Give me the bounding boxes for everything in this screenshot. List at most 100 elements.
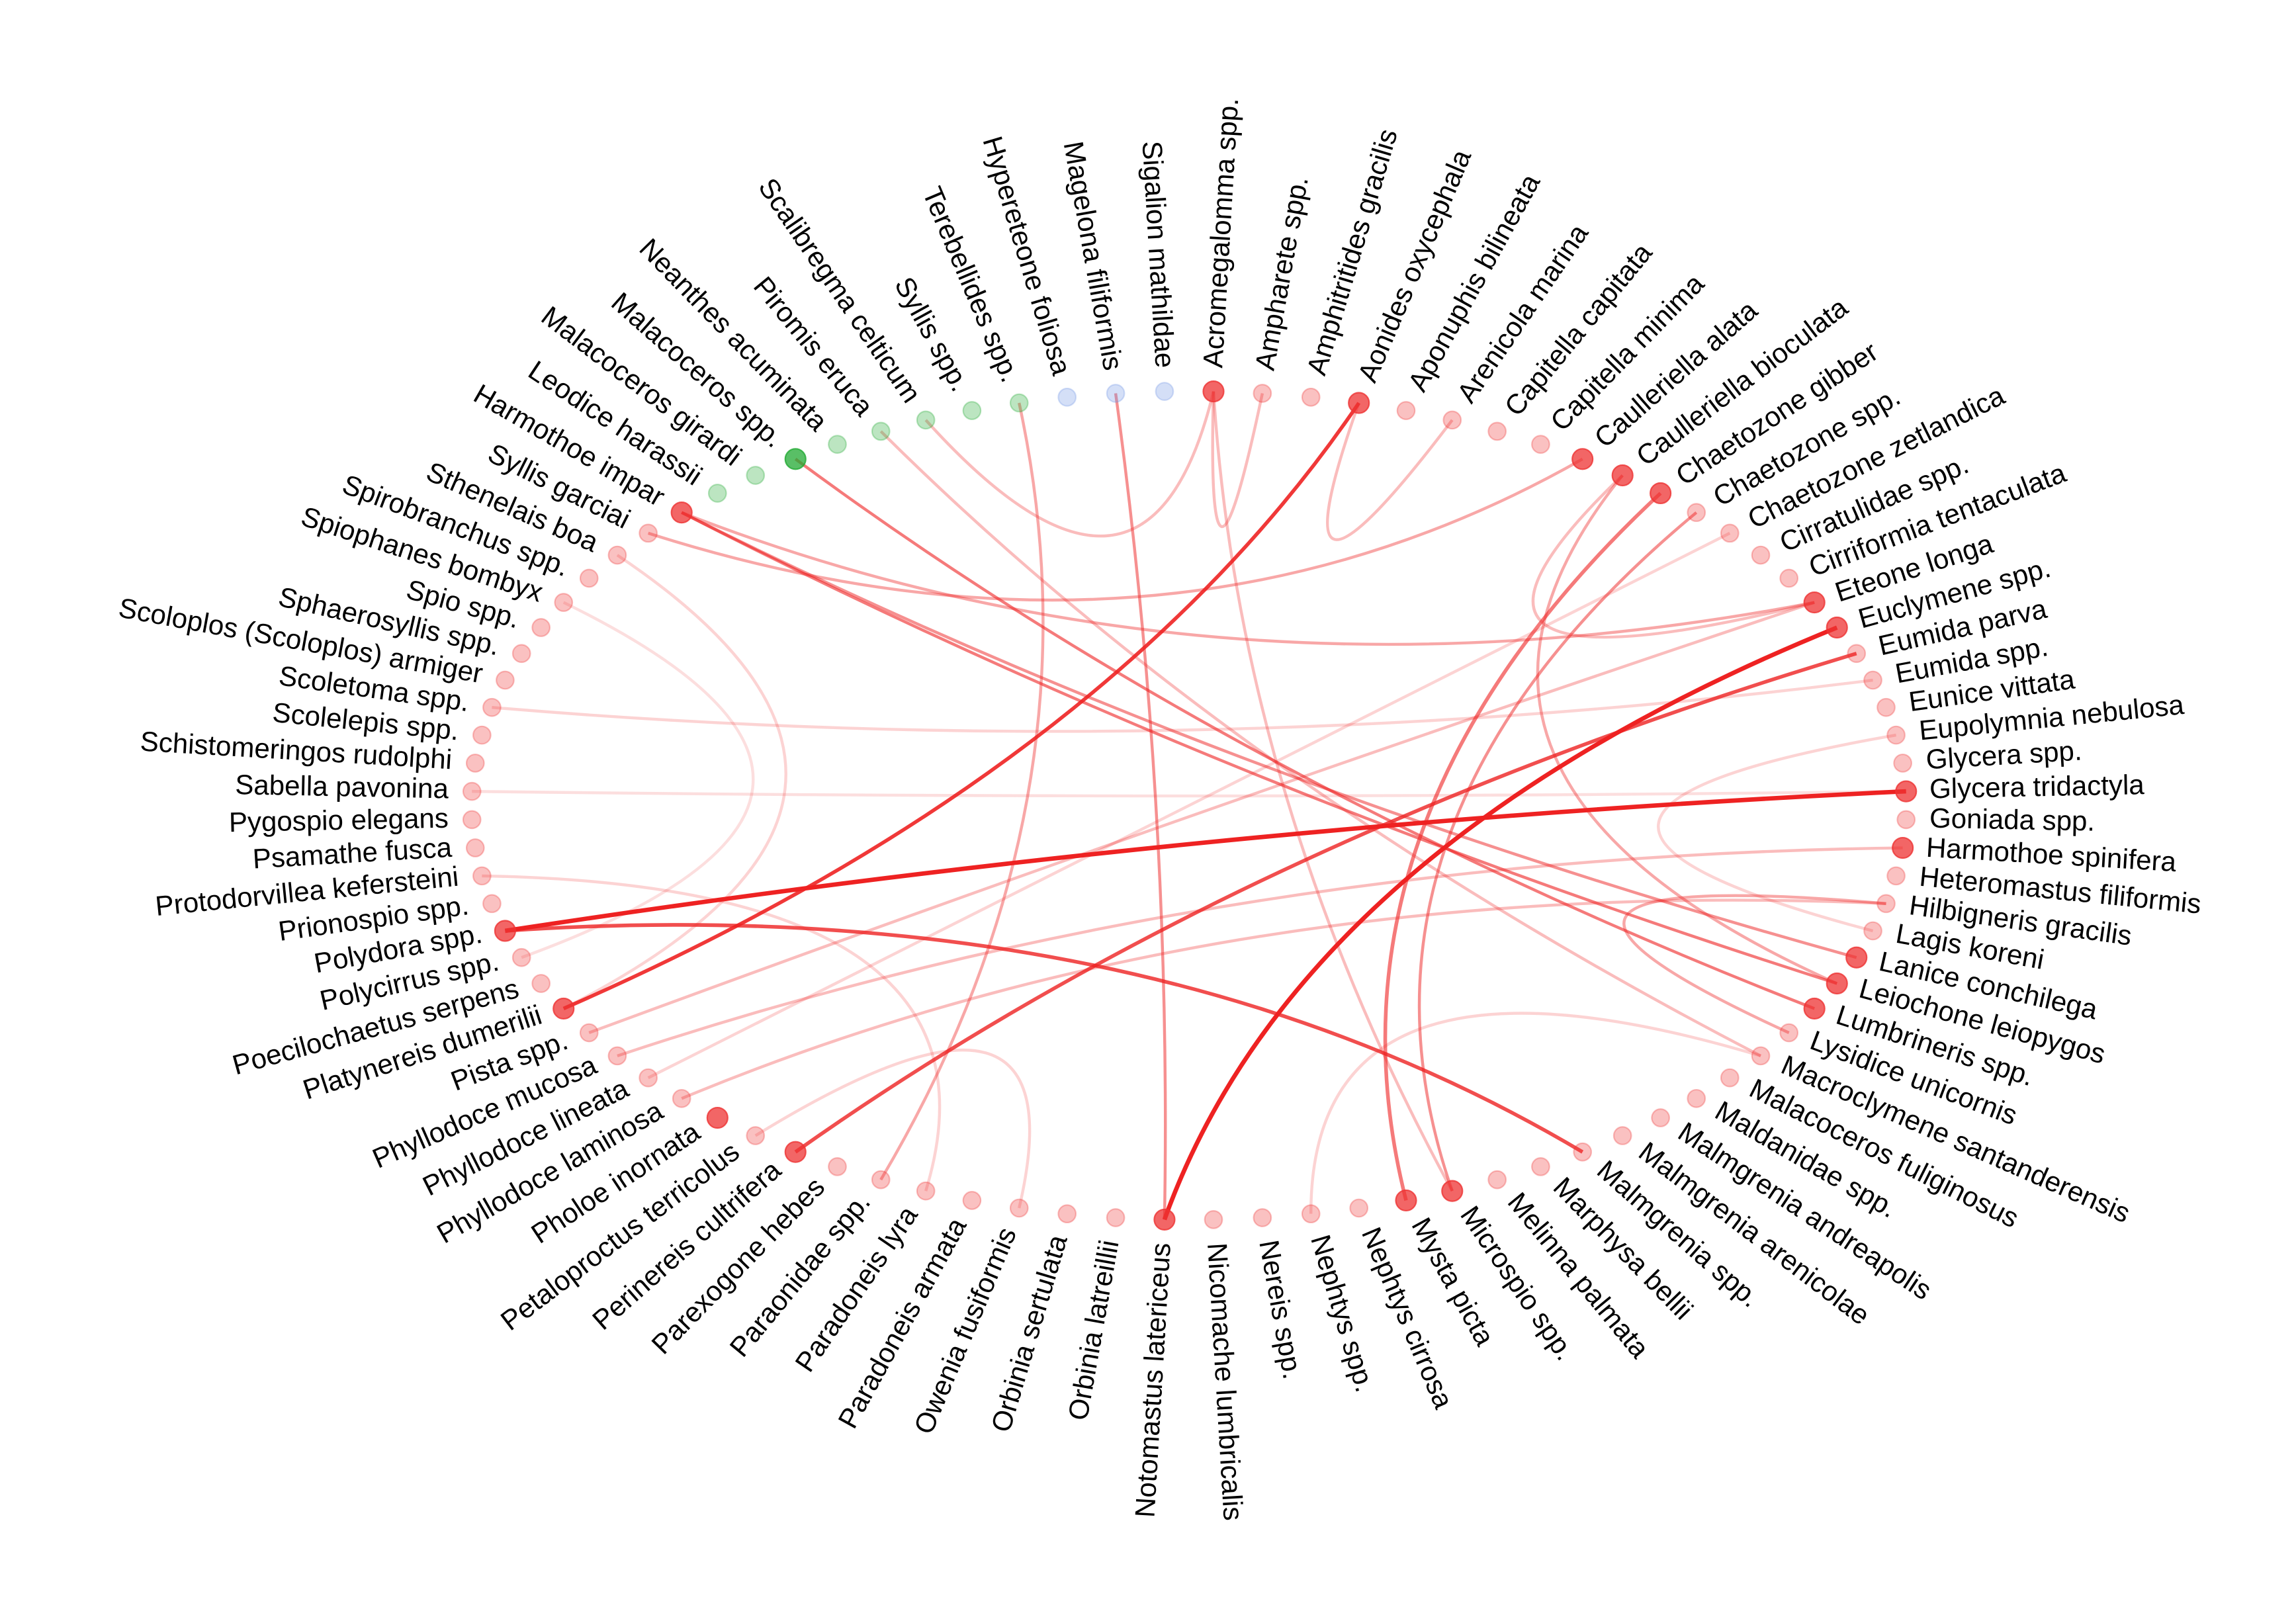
edge	[879, 402, 1045, 1181]
node-label: Acromegalomma spp.	[1197, 97, 1244, 369]
edge	[472, 789, 1906, 798]
node-dot	[1893, 754, 1913, 773]
node-label: Magelona filiformis	[1058, 139, 1129, 372]
node-dot	[1826, 972, 1848, 995]
edge	[879, 430, 1762, 1057]
node-dot	[1253, 384, 1272, 403]
edge	[1536, 474, 1838, 985]
node-dot	[1651, 1108, 1671, 1127]
node-label: Pygospio elegans	[229, 803, 449, 838]
node-dot	[1892, 836, 1914, 859]
node-dot	[1057, 387, 1077, 407]
node-dot	[746, 1126, 766, 1145]
node-dot	[1487, 1170, 1507, 1190]
node-dot	[1441, 1180, 1464, 1202]
node-dot	[1895, 780, 1918, 803]
node-dot	[579, 568, 599, 588]
node-dot	[1611, 464, 1634, 487]
edge	[647, 531, 1731, 1080]
node-dot	[871, 1170, 891, 1190]
node-dot	[607, 1046, 627, 1066]
node-dot	[1204, 1210, 1223, 1229]
node-dot	[482, 894, 502, 914]
node-label: Sabella pavonina	[235, 769, 449, 804]
node-label: Nicomache lumbricalis	[1202, 1242, 1249, 1521]
node-dot	[465, 754, 485, 773]
edge	[681, 511, 1837, 985]
node-dot	[1573, 1142, 1593, 1162]
node-dot	[1650, 482, 1672, 505]
node-dot	[707, 484, 727, 503]
edge	[754, 1048, 1032, 1209]
node-dot	[1442, 410, 1462, 430]
node-dot	[465, 838, 485, 857]
edge	[1622, 894, 1886, 1034]
node-dot	[916, 1181, 936, 1201]
node-dot	[1863, 921, 1882, 941]
node-dot	[1396, 401, 1416, 420]
edge	[562, 402, 1360, 1010]
edge	[1212, 391, 1454, 1192]
node-dot	[1301, 387, 1321, 407]
node-dot	[1751, 545, 1771, 565]
node-label: Nereis spp.	[1253, 1238, 1309, 1382]
node-dot	[1106, 1208, 1126, 1227]
node-dot	[1803, 591, 1826, 614]
node-dot	[1826, 616, 1848, 639]
node-dot	[1155, 382, 1174, 401]
node-dot	[784, 1141, 807, 1163]
nodes: Acromegalomma spp. Ampharete spp.Amphitri…	[116, 97, 2203, 1522]
node-dot	[472, 725, 492, 745]
node-dot	[482, 697, 502, 717]
node-dot	[962, 401, 982, 420]
node-dot	[1009, 1198, 1029, 1218]
node-dot	[1779, 1023, 1799, 1043]
edge	[1309, 1012, 1761, 1214]
node-label: Orbinia latreillii	[1062, 1238, 1125, 1423]
edge	[794, 458, 1815, 1010]
edge	[562, 554, 787, 1010]
node-dot	[1863, 670, 1882, 690]
node-label: Glycera tridactyla	[1929, 769, 2145, 804]
node-dot	[607, 545, 627, 565]
node-dot	[1720, 1068, 1740, 1088]
node-dot	[1395, 1189, 1417, 1212]
node-dot	[1153, 1208, 1176, 1231]
node-dot	[1009, 393, 1029, 413]
edge	[505, 923, 1584, 1154]
node-dot	[1847, 644, 1867, 664]
node-label: Goniada spp.	[1929, 803, 2096, 837]
node-dot	[1687, 1088, 1706, 1108]
edges	[472, 391, 1906, 1221]
node-dot	[1877, 697, 1896, 717]
edge	[681, 898, 1886, 1100]
edge	[504, 789, 1906, 934]
node-dot	[828, 1157, 847, 1176]
node-label: Ampharete spp.	[1249, 174, 1314, 372]
node-dot	[531, 618, 551, 637]
edge	[1531, 474, 1815, 639]
node-dot	[462, 810, 482, 830]
node-dot	[1571, 448, 1594, 470]
edge	[617, 846, 1903, 1058]
edge	[1211, 391, 1264, 529]
node-dot	[784, 448, 807, 470]
node-label: Notomastus latericeus	[1129, 1242, 1176, 1518]
node-dot	[531, 974, 551, 993]
edge	[1114, 393, 1167, 1220]
edge	[588, 601, 1815, 1035]
node-dot	[1531, 435, 1550, 454]
edge	[1326, 402, 1454, 541]
node-dot	[916, 410, 936, 430]
edge	[521, 601, 755, 959]
node-dot	[1057, 1204, 1077, 1224]
node-dot	[1896, 810, 1916, 830]
edge	[492, 678, 1873, 733]
node-dot	[1687, 503, 1706, 523]
edge	[482, 874, 942, 1192]
node-dot	[871, 421, 891, 441]
node-dot	[1877, 894, 1896, 914]
node-dot	[1348, 392, 1370, 414]
node-dot	[1531, 1157, 1550, 1176]
